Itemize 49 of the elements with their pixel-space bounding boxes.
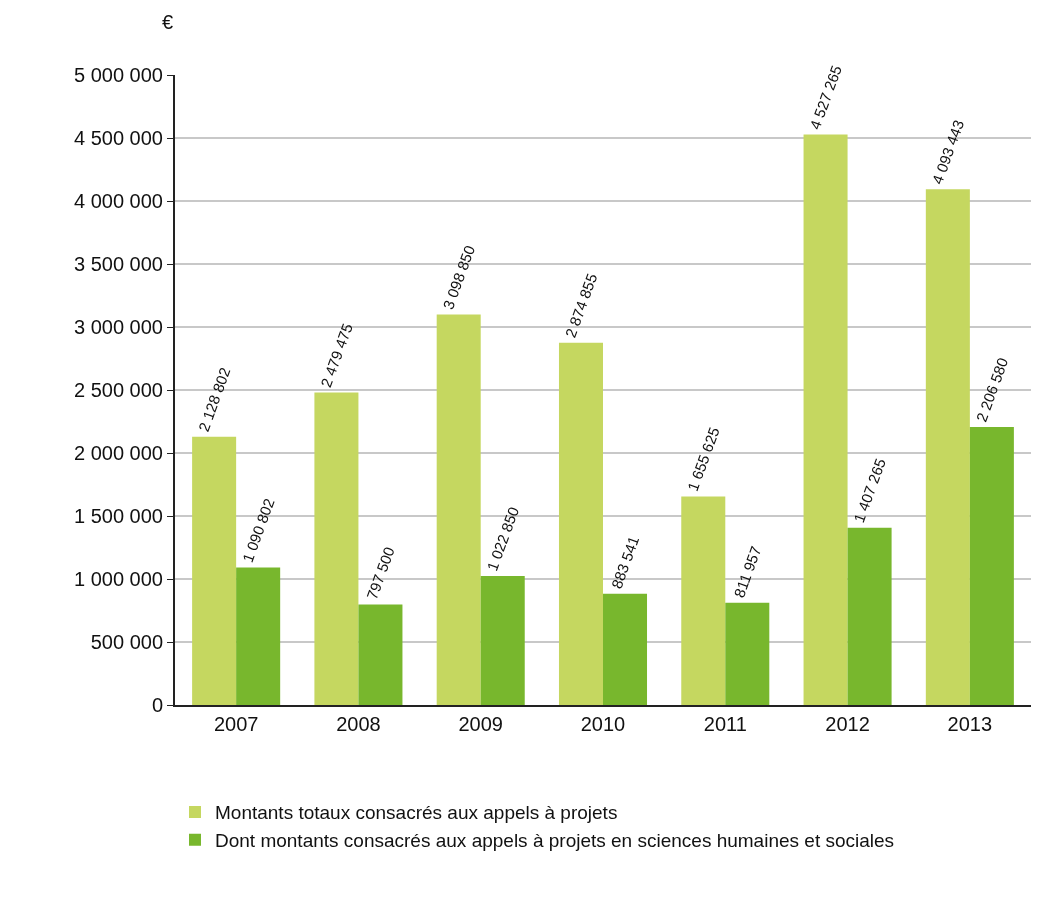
bar <box>192 436 237 705</box>
bar <box>558 342 603 705</box>
data-label: 2 206 580 <box>972 355 1012 424</box>
bar <box>358 604 403 705</box>
x-tick-label: 2009 <box>458 713 503 735</box>
data-label: 2 874 855 <box>561 271 601 340</box>
x-tick-label: 2010 <box>580 713 626 735</box>
data-label: 1 655 625 <box>683 424 723 494</box>
bar <box>847 527 892 705</box>
data-label: 2 128 802 <box>194 365 234 434</box>
y-tick-label: 1 000 000 <box>74 568 163 590</box>
bar <box>925 189 970 705</box>
x-tick-label: 2012 <box>825 713 870 735</box>
x-tick-label: 2008 <box>336 713 381 735</box>
data-label: 883 541 <box>607 533 643 591</box>
x-tick-label: 2007 <box>213 713 259 735</box>
data-label: 1 022 850 <box>483 504 523 574</box>
x-tick-label: 2011 <box>703 713 747 735</box>
y-tick-label: 5 000 000 <box>74 64 163 86</box>
data-label: 797 500 <box>363 544 398 602</box>
y-tick-label: 4 000 000 <box>74 190 163 212</box>
bar <box>314 392 359 705</box>
y-axis-title: € <box>162 11 174 33</box>
data-label: 1 090 802 <box>238 496 278 565</box>
bar <box>603 593 648 705</box>
bar <box>681 496 726 705</box>
legend-label: Montants totaux consacrés aux appels à projets <box>215 802 618 824</box>
legend-label: Dont montants consacrés aux appels à projets en sciences humaines et sociales <box>215 830 895 852</box>
bar <box>803 134 848 705</box>
bar <box>969 426 1014 705</box>
y-tick-label: 4 500 000 <box>74 127 163 149</box>
bar <box>236 567 281 705</box>
y-tick-label: 500 000 <box>90 631 163 653</box>
data-label: 811 957 <box>730 543 765 600</box>
bar <box>436 314 481 705</box>
bar <box>480 576 525 705</box>
y-tick-label: 1 500 000 <box>74 505 163 527</box>
y-tick-label: 3 000 000 <box>74 316 163 338</box>
data-label: 2 479 475 <box>317 321 356 390</box>
y-tick-label: 2 500 000 <box>74 379 163 401</box>
bar <box>725 602 770 705</box>
y-tick-label: 3 500 000 <box>74 253 163 275</box>
y-tick-label: 0 <box>151 694 163 716</box>
data-label: 4 527 265 <box>806 63 845 132</box>
data-label: 3 098 850 <box>439 243 479 312</box>
y-tick-label: 2 000 000 <box>74 442 163 464</box>
x-tick-label: 2013 <box>947 713 993 735</box>
data-label: 1 407 265 <box>850 456 889 525</box>
data-label: 4 093 443 <box>928 117 968 187</box>
